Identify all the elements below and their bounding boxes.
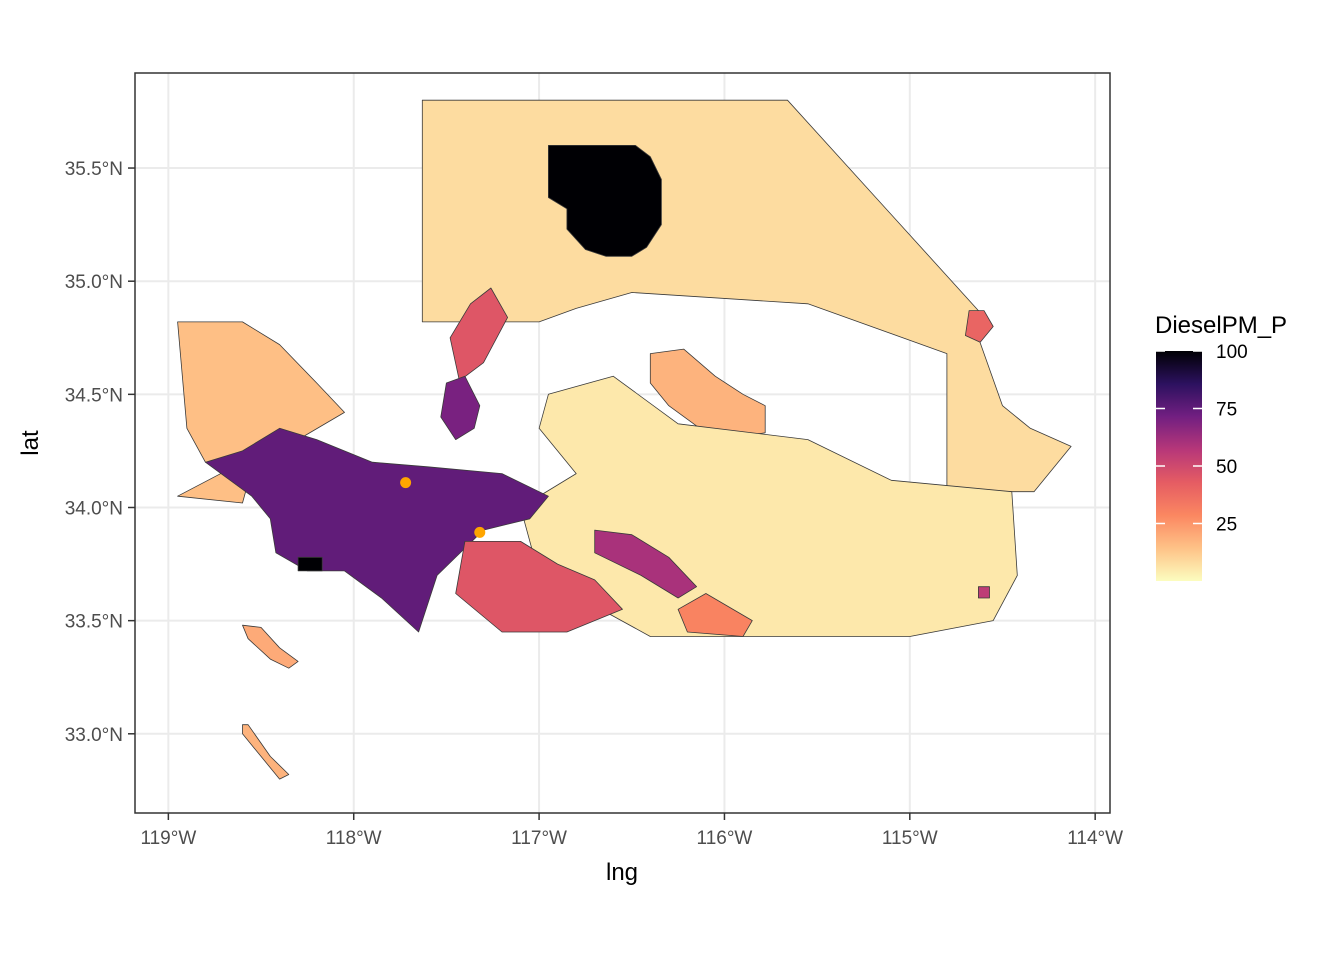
legend-ticks: 100 75 50 25 xyxy=(1156,342,1248,536)
x-tick-label: 118°W xyxy=(326,828,382,849)
x-axis: 119°W 118°W 117°W 116°W 115°W 114°W xyxy=(140,813,1123,849)
x-tick-label: 119°W xyxy=(140,828,196,849)
legend-label: 100 xyxy=(1216,342,1248,363)
map-region xyxy=(449,287,509,382)
map-point xyxy=(474,526,486,538)
legend-label: 75 xyxy=(1216,400,1237,421)
x-tick-label: 116°W xyxy=(697,828,753,849)
legend-label: 25 xyxy=(1216,515,1237,536)
x-axis-title: lng xyxy=(606,859,638,886)
y-tick-label: 34.0°N xyxy=(65,498,123,519)
map-region xyxy=(649,348,766,441)
map-regions xyxy=(177,99,1072,780)
map-region xyxy=(594,529,697,599)
map-region xyxy=(965,310,994,343)
map-region xyxy=(297,556,323,572)
map-region xyxy=(440,375,481,441)
map-point xyxy=(400,477,412,489)
map-region xyxy=(677,593,753,637)
map-region xyxy=(242,724,290,780)
legend-title: DieselPM_P xyxy=(1155,312,1287,339)
map-region xyxy=(548,144,662,257)
y-axis: 33.0°N 33.5°N 34.0°N 34.5°N 35.0°N 35.5°N xyxy=(65,159,135,746)
x-tick-label: 114°W xyxy=(1067,828,1123,849)
y-tick-label: 33.0°N xyxy=(65,725,123,746)
y-tick-label: 33.5°N xyxy=(65,612,123,633)
map-region xyxy=(978,586,990,599)
y-tick-label: 35.0°N xyxy=(65,272,123,293)
x-tick-label: 115°W xyxy=(882,828,938,849)
map-region xyxy=(242,624,299,669)
plot-panel-border xyxy=(134,72,1111,814)
x-tick-label: 117°W xyxy=(511,828,567,849)
map-points xyxy=(400,477,486,538)
map-region xyxy=(455,541,623,633)
y-axis-title: lat xyxy=(17,430,44,456)
y-tick-label: 34.5°N xyxy=(65,385,123,406)
y-tick-label: 35.5°N xyxy=(65,159,123,180)
legend-label: 50 xyxy=(1216,457,1237,478)
legend: DieselPM_P 100 75 50 25 xyxy=(1155,312,1287,581)
